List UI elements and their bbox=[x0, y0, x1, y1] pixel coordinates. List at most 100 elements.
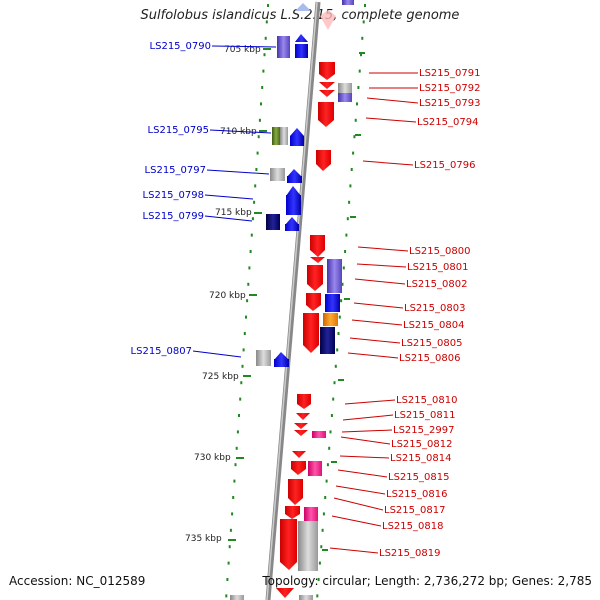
gene-label[interactable]: LS215_0790 bbox=[150, 41, 211, 52]
gene-feature-LS215_0819[interactable] bbox=[298, 521, 318, 571]
gene-label[interactable]: LS215_0800 bbox=[409, 246, 470, 257]
leader-line bbox=[329, 547, 379, 554]
gene-label[interactable]: LS215_0798 bbox=[143, 190, 204, 201]
gene-label[interactable]: LS215_0807 bbox=[131, 346, 192, 357]
gene-feature[interactable] bbox=[274, 352, 289, 360]
gene-label[interactable]: LS215_0791 bbox=[419, 68, 480, 79]
gene-feature[interactable] bbox=[285, 224, 299, 231]
gene-label[interactable]: LS215_0806 bbox=[399, 353, 460, 364]
gene-label[interactable]: LS215_0810 bbox=[396, 395, 457, 406]
gene-feature[interactable] bbox=[287, 169, 302, 177]
gene-feature[interactable] bbox=[276, 588, 294, 598]
gene-label[interactable]: LS215_0792 bbox=[419, 83, 480, 94]
gene-feature-LS215_0803[interactable] bbox=[306, 293, 321, 311]
gene-label[interactable]: LS215_0818 bbox=[382, 521, 443, 532]
gene-label[interactable]: LS215_0795 bbox=[148, 125, 209, 136]
scale-dot bbox=[360, 53, 362, 57]
gene-feature-LS215_0799[interactable] bbox=[266, 214, 280, 230]
gene-feature[interactable] bbox=[291, 461, 306, 475]
gene-feature-LS215_0816[interactable] bbox=[288, 479, 303, 505]
gene-feature[interactable] bbox=[290, 136, 304, 146]
gene-feature-LS215_0797[interactable] bbox=[270, 168, 285, 181]
gene-label[interactable]: LS215_0802 bbox=[406, 279, 467, 290]
left-scale-dots bbox=[225, 4, 269, 598]
gene-label[interactable]: LS215_0811 bbox=[394, 410, 455, 421]
scale-dot bbox=[329, 430, 332, 434]
gene-feature-LS215_0814[interactable] bbox=[292, 451, 306, 458]
gene-label[interactable]: LS215_0799 bbox=[143, 211, 204, 222]
scale-label: 730 kbp bbox=[194, 453, 231, 463]
scale-dot bbox=[330, 414, 333, 417]
gene-label[interactable]: LS215_0794 bbox=[417, 117, 478, 128]
gene-feature[interactable] bbox=[319, 82, 335, 89]
gene-label[interactable]: LS215_0819 bbox=[379, 548, 440, 559]
gene-feature[interactable] bbox=[280, 127, 288, 145]
gene-feature-LS215_0798[interactable] bbox=[286, 195, 301, 215]
gene-feature-LS215_0796[interactable] bbox=[316, 150, 331, 171]
gene-feature-LS215_0793[interactable] bbox=[319, 90, 335, 97]
gene-feature[interactable] bbox=[299, 595, 313, 600]
gene-feature-LS215_0802[interactable] bbox=[307, 265, 323, 291]
gene-feature-LS215_0791[interactable] bbox=[319, 62, 335, 80]
gene-feature[interactable] bbox=[294, 430, 308, 436]
gene-feature-LS215_2997[interactable] bbox=[294, 423, 308, 429]
gene-label[interactable]: LS215_2997 bbox=[393, 425, 454, 436]
gene-feature[interactable] bbox=[338, 93, 352, 102]
gene-label[interactable]: LS215_0803 bbox=[404, 303, 465, 314]
gene-label[interactable]: LS215_0816 bbox=[386, 489, 447, 500]
gene-feature-LS215_0795[interactable] bbox=[272, 127, 280, 145]
gene-label[interactable]: LS215_0805 bbox=[401, 338, 462, 349]
scale-dot bbox=[328, 446, 331, 450]
gene-feature[interactable] bbox=[230, 595, 244, 600]
leader-line bbox=[349, 337, 401, 344]
gene-feature-LS215_0806[interactable] bbox=[320, 327, 335, 354]
gene-feature-LS215_0818[interactable] bbox=[280, 519, 297, 570]
scale-dot bbox=[234, 463, 237, 467]
gene-feature[interactable] bbox=[286, 186, 301, 196]
gene-label[interactable]: LS215_0815 bbox=[388, 472, 449, 483]
gene-label[interactable]: LS215_0804 bbox=[403, 320, 464, 331]
gene-label[interactable]: LS215_0796 bbox=[414, 160, 475, 171]
gene-feature[interactable] bbox=[290, 128, 304, 136]
gene-feature[interactable] bbox=[295, 34, 308, 42]
gene-feature-LS215_0801[interactable] bbox=[327, 259, 342, 293]
gene-feature-LS215_0792[interactable] bbox=[338, 83, 352, 93]
scale-dot bbox=[333, 381, 336, 385]
gene-feature-LS215_0805[interactable] bbox=[303, 313, 319, 353]
scale-label: 735 kbp bbox=[185, 534, 222, 544]
gene-feature-LS215_0810[interactable] bbox=[297, 394, 311, 409]
gene-feature-LS215_0804[interactable] bbox=[323, 313, 338, 326]
gene-feature[interactable] bbox=[285, 217, 299, 225]
gene-label[interactable]: LS215_0812 bbox=[391, 439, 452, 450]
scale-dot bbox=[318, 561, 321, 565]
scale-dot bbox=[225, 594, 228, 598]
scale-dot bbox=[227, 561, 230, 565]
gene-feature[interactable] bbox=[295, 44, 308, 58]
gene-label[interactable]: LS215_0797 bbox=[145, 165, 206, 176]
gene-feature[interactable] bbox=[325, 294, 340, 312]
gene-label[interactable]: LS215_0793 bbox=[419, 98, 480, 109]
gene-feature-LS215_0794[interactable] bbox=[318, 102, 334, 127]
gene-feature-LS215_0790[interactable] bbox=[277, 36, 290, 58]
gene-label[interactable]: LS215_0817 bbox=[384, 505, 445, 516]
gene-feature[interactable] bbox=[274, 359, 289, 367]
scale-dot bbox=[337, 332, 340, 335]
gene-feature-LS215_0815[interactable] bbox=[308, 461, 322, 476]
gene-feature-LS215_0811[interactable] bbox=[296, 413, 310, 420]
gene-label[interactable]: LS215_0801 bbox=[407, 262, 468, 273]
gene-label[interactable]: LS215_0814 bbox=[390, 453, 451, 464]
gene-feature-LS215_0812[interactable] bbox=[312, 431, 326, 438]
gene-feature-LS215_0807[interactable] bbox=[256, 350, 271, 366]
scale-dot bbox=[353, 135, 356, 139]
gene-feature[interactable] bbox=[287, 176, 302, 183]
gene-feature[interactable] bbox=[285, 506, 300, 519]
gene-feature[interactable] bbox=[320, 10, 336, 30]
gene-feature[interactable] bbox=[310, 257, 325, 263]
gene-feature[interactable] bbox=[295, 3, 311, 11]
scale-dot bbox=[338, 315, 341, 319]
leader-line bbox=[344, 399, 396, 405]
gene-feature-LS215_0817[interactable] bbox=[304, 507, 318, 521]
gene-feature[interactable] bbox=[342, 0, 354, 5]
scale-dot bbox=[264, 36, 267, 40]
gene-feature-LS215_0800[interactable] bbox=[310, 235, 325, 257]
